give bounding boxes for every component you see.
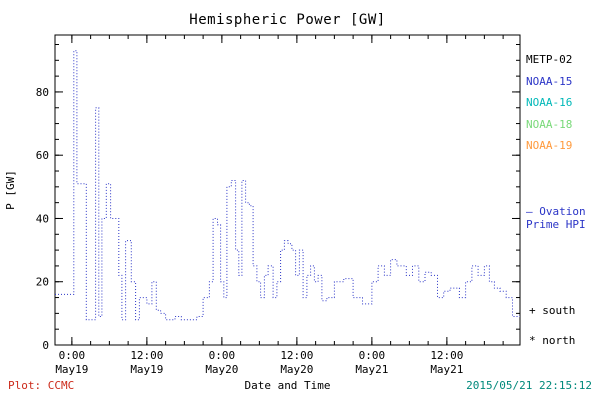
svg-text:0: 0 xyxy=(42,339,49,352)
ovation-line1: — Ovation xyxy=(526,205,586,218)
south-marker-label: + south xyxy=(529,304,576,317)
svg-text:0:00: 0:00 xyxy=(209,349,236,362)
legend-item-noaa15: NOAA-15 xyxy=(526,74,573,88)
north-marker-label: * north xyxy=(529,334,576,347)
x-axis-title: Date and Time xyxy=(244,379,331,392)
svg-text:12:00: 12:00 xyxy=(130,349,163,362)
svg-text:P [GW]: P [GW] xyxy=(4,170,17,210)
legend-item-metp02: METP-02 xyxy=(526,53,573,66)
plot-source-label: Plot: CCMC xyxy=(8,379,75,392)
svg-text:20: 20 xyxy=(36,276,49,289)
ovation-prime-label: — Ovation Prime HPI xyxy=(526,205,586,231)
svg-text:0:00: 0:00 xyxy=(59,349,86,362)
legend-item-noaa16: NOAA-16 xyxy=(526,96,573,109)
svg-text:May20: May20 xyxy=(205,363,238,376)
chart-title: Hemispheric Power [GW] xyxy=(189,12,386,28)
timestamp-label: 2015/05/21 22:15:12 xyxy=(466,379,592,392)
legend-item-noaa19: NOAA-19 xyxy=(526,139,573,152)
svg-text:May21: May21 xyxy=(430,363,463,376)
satellite-legend: METP-02 NOAA-15 NOAA-16 NOAA-18 NOAA-19 xyxy=(526,49,598,157)
svg-text:May21: May21 xyxy=(355,363,388,376)
svg-text:40: 40 xyxy=(36,212,49,225)
svg-text:May19: May19 xyxy=(55,363,88,376)
svg-text:12:00: 12:00 xyxy=(430,349,463,362)
svg-text:0:00: 0:00 xyxy=(359,349,386,362)
legend-item-noaa18: NOAA-18 xyxy=(526,117,573,131)
svg-text:May20: May20 xyxy=(280,363,313,376)
svg-text:60: 60 xyxy=(36,149,49,162)
svg-text:80: 80 xyxy=(36,86,49,99)
svg-text:12:00: 12:00 xyxy=(280,349,313,362)
svg-text:May19: May19 xyxy=(130,363,163,376)
ovation-line2: Prime HPI xyxy=(526,218,586,231)
